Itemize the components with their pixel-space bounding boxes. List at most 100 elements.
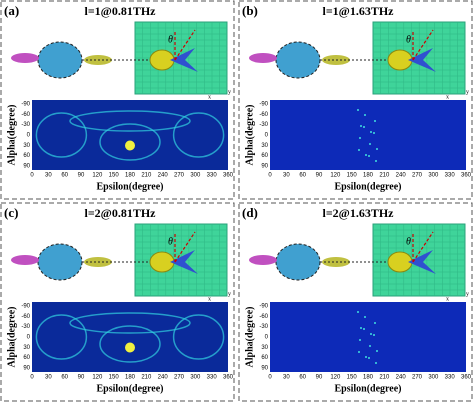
x-tick-label: 300 bbox=[190, 375, 201, 381]
hot-spot bbox=[373, 334, 375, 336]
panel-label: (d) bbox=[242, 205, 258, 220]
hot-spot bbox=[373, 132, 375, 134]
theta-label: θ bbox=[168, 34, 173, 45]
x-tick-label: 150 bbox=[109, 375, 120, 381]
y-tick-label: -30 bbox=[259, 324, 268, 330]
x-tick-label: 60 bbox=[61, 173, 68, 179]
hot-spot bbox=[125, 140, 135, 151]
x-tick-label: 90 bbox=[316, 375, 323, 381]
lobes bbox=[170, 250, 198, 274]
panel-label: (b) bbox=[242, 3, 258, 18]
y-tick-label: -60 bbox=[21, 314, 30, 320]
panel-title: l=1@0.81THz bbox=[85, 4, 157, 18]
y-tick-label: -30 bbox=[21, 122, 30, 128]
panel-title: l=2@1.63THz bbox=[323, 206, 395, 220]
theta-label: θ bbox=[406, 236, 411, 247]
y-tick-label: 60 bbox=[23, 355, 30, 361]
x-tick-label: 270 bbox=[412, 375, 423, 381]
x-tick-label: 360 bbox=[461, 173, 472, 179]
x-axis-label: Epsilon(degree) bbox=[334, 181, 401, 192]
x-tick-label: 240 bbox=[396, 375, 407, 381]
x-tick-label: 0 bbox=[268, 173, 272, 179]
hot-spot bbox=[364, 316, 366, 318]
hot-spot bbox=[368, 155, 370, 157]
lobe bbox=[249, 255, 277, 265]
theta-label: θ bbox=[406, 34, 411, 45]
y-tick-label: 90 bbox=[23, 164, 30, 170]
coord-label: x bbox=[446, 296, 449, 302]
axis-arrow bbox=[174, 231, 196, 263]
x-tick-label: 120 bbox=[92, 173, 103, 179]
coord-label: y bbox=[466, 89, 469, 95]
x-tick-label: 240 bbox=[396, 173, 407, 179]
x-axis-label: Epsilon(degree) bbox=[96, 181, 163, 192]
x-tick-label: 90 bbox=[78, 173, 85, 179]
lobe bbox=[11, 255, 39, 265]
x-tick-label: 150 bbox=[109, 173, 120, 179]
panel-title: l=1@1.63THz bbox=[323, 4, 395, 18]
x-tick-label: 150 bbox=[347, 173, 358, 179]
x-tick-label: 330 bbox=[445, 173, 456, 179]
panel: (a) l=1@0.81THz θ y x 0 30 60 90 120 150 180 210 240 2… bbox=[0, 0, 235, 200]
radiation-pattern bbox=[275, 41, 321, 79]
y-axis-label: Alpha(degree) bbox=[244, 105, 255, 166]
y-tick-label: 60 bbox=[261, 355, 268, 361]
y-tick-label: -60 bbox=[259, 314, 268, 320]
coord-label: y bbox=[228, 291, 231, 297]
panel: (d) l=2@1.63THz θ y x 0 30 60 90 120 150 180 210 240 2… bbox=[238, 202, 473, 402]
x-tick-label: 0 bbox=[268, 375, 272, 381]
x-tick-label: 0 bbox=[30, 173, 34, 179]
x-tick-label: 30 bbox=[45, 173, 52, 179]
heatmap bbox=[270, 302, 466, 372]
panel-border bbox=[238, 0, 473, 200]
y-tick-label: 90 bbox=[261, 164, 268, 170]
x-tick-label: 90 bbox=[78, 375, 85, 381]
hot-spot bbox=[359, 339, 361, 341]
panel: (b) l=1@1.63THz θ y x 0 30 60 90 120 150 180 210 240 2… bbox=[238, 0, 473, 200]
coord-label: x bbox=[208, 296, 211, 302]
hot-spot bbox=[358, 149, 360, 151]
hot-spot bbox=[125, 342, 135, 353]
y-axis-label: Alpha(degree) bbox=[6, 307, 17, 368]
heat-pattern bbox=[35, 112, 88, 158]
y-tick-label: 30 bbox=[261, 345, 268, 351]
x-axis-label: Epsilon(degree) bbox=[96, 383, 163, 394]
x-tick-label: 60 bbox=[299, 375, 306, 381]
coord-label: y bbox=[466, 291, 469, 297]
hot-spot bbox=[369, 143, 371, 145]
y-tick-label: 0 bbox=[27, 335, 31, 341]
panel: (c) l=2@0.81THz θ y x 0 30 60 90 120 150 180 210 240 2… bbox=[0, 202, 235, 402]
hot-spot bbox=[365, 356, 367, 358]
y-tick-label: 0 bbox=[265, 335, 269, 341]
hot-spot bbox=[360, 125, 362, 127]
hot-spot bbox=[359, 137, 361, 139]
y-tick-label: -60 bbox=[21, 112, 30, 118]
y-tick-label: 90 bbox=[23, 366, 30, 372]
x-tick-label: 210 bbox=[379, 375, 390, 381]
hot-spot bbox=[358, 351, 360, 353]
heat-pattern bbox=[35, 314, 88, 360]
hot-spot bbox=[363, 328, 365, 330]
x-tick-label: 330 bbox=[207, 173, 218, 179]
y-tick-label: 30 bbox=[23, 345, 30, 351]
panel-border bbox=[238, 202, 473, 402]
y-tick-label: 90 bbox=[261, 366, 268, 372]
coord-label: x bbox=[446, 94, 449, 100]
lobes bbox=[408, 48, 436, 72]
x-tick-label: 180 bbox=[363, 173, 374, 179]
x-axis-label: Epsilon(degree) bbox=[334, 383, 401, 394]
x-tick-label: 120 bbox=[92, 375, 103, 381]
heat-pattern bbox=[69, 110, 191, 132]
hot-spot bbox=[357, 311, 359, 313]
hot-spot bbox=[365, 154, 367, 156]
x-tick-label: 360 bbox=[223, 173, 234, 179]
y-tick-label: -90 bbox=[21, 102, 30, 108]
hot-spot bbox=[357, 109, 359, 111]
x-tick-label: 240 bbox=[158, 375, 169, 381]
x-tick-label: 150 bbox=[347, 375, 358, 381]
hot-spot bbox=[370, 131, 372, 133]
y-tick-label: -90 bbox=[259, 102, 268, 108]
heat-pattern bbox=[172, 112, 225, 158]
hot-spot bbox=[363, 126, 365, 128]
